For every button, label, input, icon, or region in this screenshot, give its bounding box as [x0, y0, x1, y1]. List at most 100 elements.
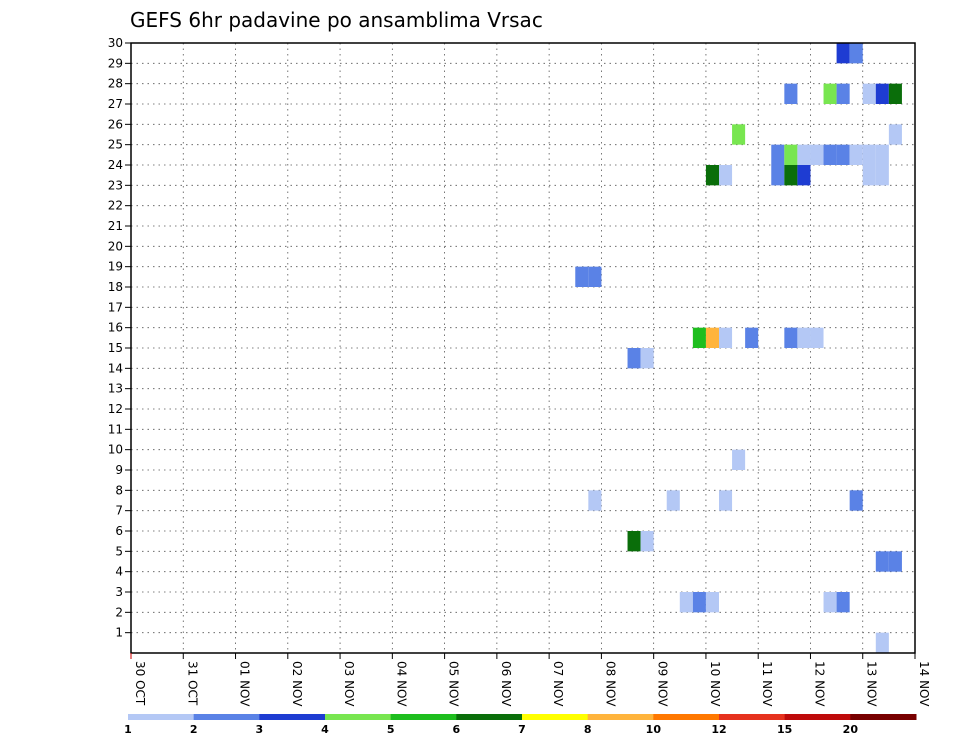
x-tick-label: 30 OCT [133, 661, 147, 706]
precip-cell [875, 165, 889, 186]
y-tick-label: 29 [108, 56, 123, 70]
precip-cell [745, 327, 759, 348]
legend-label: 10 [646, 723, 662, 736]
y-tick-label: 12 [108, 402, 123, 416]
legend-swatch [259, 714, 326, 720]
x-tick-label: 02 NOV [290, 661, 304, 707]
x-tick-label: 05 NOV [447, 661, 461, 707]
y-tick-label: 22 [108, 199, 123, 213]
precip-cell [719, 165, 733, 186]
precip-cell [862, 83, 876, 104]
x-tick-label: 06 NOV [499, 661, 513, 707]
legend-label: 15 [777, 723, 792, 736]
legend-swatch [587, 714, 654, 720]
y-tick-label: 4 [115, 565, 123, 579]
y-tick-label: 25 [108, 138, 123, 152]
precip-cell [888, 124, 902, 145]
precip-cell [719, 490, 733, 511]
precip-cell [679, 592, 693, 613]
precip-cell [627, 348, 641, 369]
y-tick-label: 6 [115, 524, 123, 538]
y-tick-label: 28 [108, 77, 123, 91]
y-tick-label: 15 [108, 341, 123, 355]
x-tick-label: 04 NOV [394, 661, 408, 707]
precip-cell [719, 327, 733, 348]
x-tick-label: 09 NOV [656, 661, 670, 707]
precip-cell [575, 266, 589, 287]
precip-cell [836, 592, 850, 613]
y-tick-label: 27 [108, 97, 123, 111]
legend-swatch [784, 714, 851, 720]
precip-cell [784, 83, 798, 104]
legend-swatch [325, 714, 392, 720]
precip-cell [666, 490, 680, 511]
precip-cell [849, 144, 863, 165]
precip-cell [849, 490, 863, 511]
y-tick-label: 13 [108, 382, 123, 396]
precip-cell [784, 327, 798, 348]
precip-cell [875, 144, 889, 165]
legend-swatch [128, 714, 195, 720]
y-tick-label: 14 [108, 361, 123, 375]
y-axis: 1234567891011121314151617181920212223242… [108, 36, 131, 640]
y-tick-label: 20 [108, 239, 123, 253]
legend-swatch [850, 714, 917, 720]
precip-cell [784, 144, 798, 165]
y-tick-label: 9 [115, 463, 123, 477]
y-tick-label: 2 [115, 605, 123, 619]
legend-label: 4 [321, 723, 329, 736]
y-tick-label: 23 [108, 178, 123, 192]
precip-cell [771, 165, 785, 186]
precip-cell [888, 551, 902, 572]
precip-cell [862, 165, 876, 186]
x-tick-label: 13 NOV [865, 661, 879, 707]
precip-cell [836, 144, 850, 165]
x-axis: 30 OCT 31 OCT 01 NOV 02 NOV 03 NOV 04 NOV 05 N… [130, 653, 931, 707]
x-tick-label: 14 NOV [917, 661, 931, 707]
y-tick-label: 19 [108, 260, 123, 274]
y-tick-label: 24 [108, 158, 123, 172]
x-tick-label: 10 NOV [708, 661, 722, 707]
precip-cell [705, 327, 719, 348]
legend-swatch [719, 714, 786, 720]
precip-cell [797, 144, 811, 165]
y-tick-label: 7 [115, 504, 123, 518]
chart-title: GEFS 6hr padavine po ansamblima Vrsac [130, 8, 543, 32]
y-tick-label: 21 [108, 219, 123, 233]
precip-cell [823, 592, 837, 613]
legend-swatch [456, 714, 523, 720]
y-tick-label: 18 [108, 280, 123, 294]
precip-cell [732, 449, 746, 470]
legend-swatch [653, 714, 720, 720]
precip-cell [705, 165, 719, 186]
legend-label: 3 [256, 723, 264, 736]
legend-swatch [390, 714, 457, 720]
precip-cell [810, 144, 824, 165]
legend-label: 12 [711, 723, 726, 736]
legend-label: 5 [387, 723, 395, 736]
y-tick-label: 10 [108, 443, 123, 457]
precip-cell [797, 165, 811, 186]
legend-swatch [193, 714, 260, 720]
precip-cell [692, 327, 706, 348]
x-tick-label: 07 NOV [551, 661, 565, 707]
precip-cell [836, 43, 850, 64]
precip-cell [640, 531, 654, 552]
x-tick-label: 31 OCT [185, 661, 199, 706]
precip-cell [849, 43, 863, 64]
y-tick-label: 30 [108, 36, 123, 50]
precip-cell [823, 144, 837, 165]
precip-cell [627, 531, 641, 552]
y-tick-label: 3 [115, 585, 123, 599]
precip-cell [823, 83, 837, 104]
precip-cell [875, 83, 889, 104]
color-legend: 1 2 3 4 5 6 7 8 10 12 15 20 [124, 714, 917, 736]
precip-cell [797, 327, 811, 348]
precip-cell [875, 632, 889, 653]
x-tick-label: 01 NOV [238, 661, 252, 707]
precip-cell [888, 83, 902, 104]
x-tick-label: 08 NOV [603, 661, 617, 707]
precip-cell [732, 124, 746, 145]
y-tick-label: 8 [115, 483, 123, 497]
